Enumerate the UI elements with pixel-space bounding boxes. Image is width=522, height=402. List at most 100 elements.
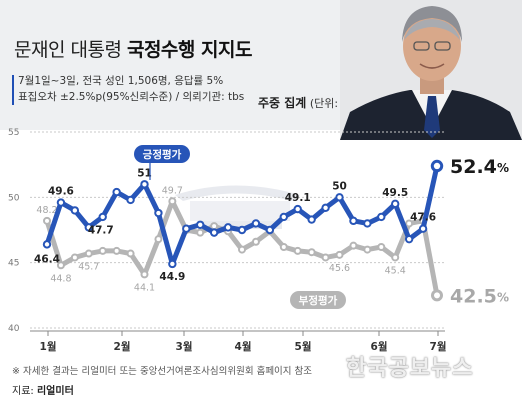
y-axis: 55 50 45 40 [8, 128, 20, 334]
disapprove-point [196, 228, 205, 237]
x-tick-label: 3월 [176, 340, 193, 353]
disapprove-data-label: 49.7 [162, 185, 183, 196]
approve-data-label: 44.9 [159, 271, 185, 283]
approve-point [56, 198, 66, 207]
x-tick-label: 7월 [430, 340, 447, 353]
approve-point [377, 212, 386, 222]
info-line-1: 7월1일~3일, 전국 성인 1,506명, 응답률 5% [18, 75, 224, 87]
approve-point [70, 206, 80, 215]
disapprove-data-label: 45.7 [78, 262, 99, 273]
source-line: 지료: 리얼미터 [12, 382, 74, 397]
title-prefix: 문재인 대통령 [14, 39, 122, 61]
approve-point [363, 219, 372, 228]
disapprove-point [168, 197, 177, 206]
series-disapprove: 48.2 44.8 45.7 44.1 49.7 45.6 45.4 [36, 185, 443, 302]
footnote: ※ 자세한 결과는 리얼미터 또는 중앙선거여론조사심의위원회 홈페이지 참조 [12, 366, 313, 377]
page-title: 문재인 대통령 국정수행 지지도 [14, 35, 252, 62]
title-bold: 국정수행 지지도 [126, 39, 252, 61]
legend-disapprove-label: 부정평가 [299, 294, 338, 307]
source-prefix: 지료: [12, 386, 34, 397]
approve-point [182, 224, 191, 233]
approve-point [307, 215, 316, 224]
x-tick-label: 2월 [114, 340, 131, 353]
disapprove-data-label: 45.6 [329, 263, 350, 274]
disapprove-data-label: 44.8 [50, 273, 71, 284]
disapprove-point [98, 246, 107, 255]
x-tick-label: 4월 [235, 340, 252, 353]
approve-point [140, 180, 149, 189]
disapprove-point [377, 242, 386, 251]
approve-data-label: 47.7 [88, 224, 114, 236]
approve-point [223, 223, 233, 232]
unit-bold: 주중 집계 [258, 96, 307, 110]
disapprove-point [210, 222, 219, 231]
disapprove-point [405, 219, 414, 228]
x-axis: 1월 2월 3월 4월 5월 6월 7월 [30, 330, 447, 353]
disapprove-point [126, 249, 135, 258]
info-line-2: 표집오차 ±2.5%p(95%신뢰수준) / 의뢰기관: tbs [18, 91, 245, 103]
approve-point [279, 212, 288, 222]
approve-point [42, 240, 52, 249]
approve-point [126, 195, 135, 205]
disapprove-point [431, 289, 443, 302]
disapprove-point [70, 253, 79, 262]
watermark: 한국공보뉴스 [346, 356, 474, 381]
disapprove-end-label: 42.5 [450, 285, 497, 307]
disapprove-point [112, 246, 121, 255]
approve-point [265, 225, 275, 235]
approve-point [391, 199, 400, 209]
y-tick-label: 45 [8, 259, 19, 269]
disapprove-point [349, 241, 358, 250]
disapprove-point [140, 270, 149, 279]
x-tick-label: 5월 [295, 340, 312, 353]
approve-end-label: 52.4 [450, 156, 497, 178]
president-photo [340, 0, 522, 140]
source-name: 리얼미터 [36, 386, 74, 397]
legend-disapprove-pill [290, 291, 346, 309]
end-labels: 52.4 %42.5% [450, 156, 509, 307]
disapprove-data-label: 44.1 [134, 282, 155, 293]
approve-point [98, 212, 107, 222]
y-tick-label: 50 [8, 193, 20, 203]
x-tick-label: 1월 [40, 340, 57, 353]
disapprove-point [84, 249, 93, 258]
survey-info: 7월1일~3일, 전국 성인 1,506명, 응답률 5% 표집오차 ±2.5%… [12, 73, 245, 105]
approve-end-unit: % [497, 161, 509, 175]
approve-point [293, 204, 302, 214]
bluehouse-emblem [175, 185, 300, 229]
disapprove-point [251, 237, 260, 246]
gridlines [30, 131, 445, 329]
approve-point [349, 216, 358, 226]
approve-data-label: 47.6 [410, 212, 436, 224]
disapprove-data-label: 45.4 [385, 265, 406, 276]
disapprove-point [43, 216, 51, 225]
x-tick-label: 6월 [371, 340, 388, 353]
approve-point [112, 187, 121, 197]
disapprove-point [56, 261, 65, 270]
y-tick-label: 40 [8, 324, 20, 334]
disapprove-point [154, 235, 163, 244]
disapprove-point [335, 250, 344, 259]
approve-data-label: 50 [332, 180, 347, 192]
approve-point [321, 203, 330, 212]
approve-data-label: 46.4 [34, 253, 60, 265]
disapprove-point [321, 253, 330, 262]
approve-data-label: 49.5 [382, 187, 408, 199]
disapprove-data-label: 48.2 [36, 205, 57, 216]
approve-data-label: 49.6 [48, 186, 74, 198]
approve-point [335, 193, 344, 202]
y-tick-label: 55 [8, 128, 19, 138]
approve-point [237, 225, 247, 235]
approve-point [251, 219, 261, 228]
approve-point [196, 220, 205, 229]
disapprove-point [279, 242, 288, 251]
approve-point [84, 223, 93, 232]
approve-point [404, 234, 414, 244]
disapprove-end-unit: % [497, 290, 509, 304]
approve-point [154, 208, 163, 218]
info-accent-bar [12, 75, 14, 105]
approve-data-label: 51 [137, 167, 152, 179]
disapprove-point [238, 245, 246, 254]
